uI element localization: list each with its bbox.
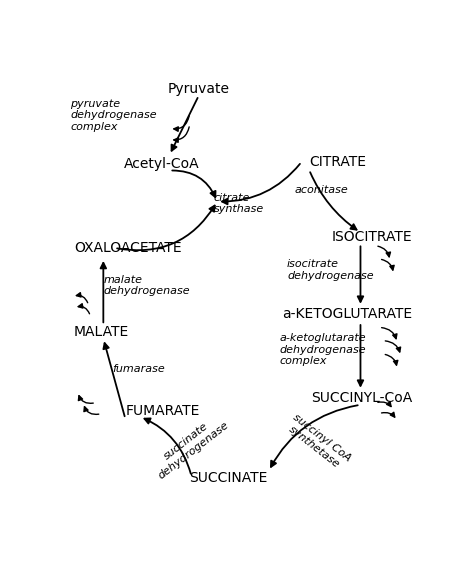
Text: a-ketoglutarate
dehydrogenase
complex: a-ketoglutarate dehydrogenase complex (280, 333, 366, 366)
Text: Acetyl-CoA: Acetyl-CoA (124, 157, 200, 171)
Text: isocitrate
dehydrogenase: isocitrate dehydrogenase (287, 259, 374, 281)
Text: FUMARATE: FUMARATE (125, 405, 200, 418)
Text: malate
dehydrogenase: malate dehydrogenase (103, 274, 190, 296)
Text: a-KETOGLUTARATE: a-KETOGLUTARATE (282, 307, 412, 321)
Text: pyruvate
dehydrogenase
complex: pyruvate dehydrogenase complex (70, 99, 157, 132)
Text: fumarase: fumarase (112, 364, 165, 374)
Text: OXALOACETATE: OXALOACETATE (74, 241, 182, 255)
Text: CITRATE: CITRATE (309, 155, 366, 169)
Text: succinyl CoA
synthetase: succinyl CoA synthetase (284, 412, 353, 472)
Text: SUCCINYL-CoA: SUCCINYL-CoA (310, 391, 412, 405)
Text: MALATE: MALATE (74, 325, 129, 339)
Text: ISOCITRATE: ISOCITRATE (331, 230, 412, 244)
Text: SUCCINATE: SUCCINATE (189, 471, 267, 484)
Text: succinate
dehydrogenase: succinate dehydrogenase (149, 410, 230, 480)
Text: citrate
synthase: citrate synthase (213, 193, 264, 215)
Text: Pyruvate: Pyruvate (168, 82, 230, 96)
Text: aconitase: aconitase (294, 185, 348, 195)
